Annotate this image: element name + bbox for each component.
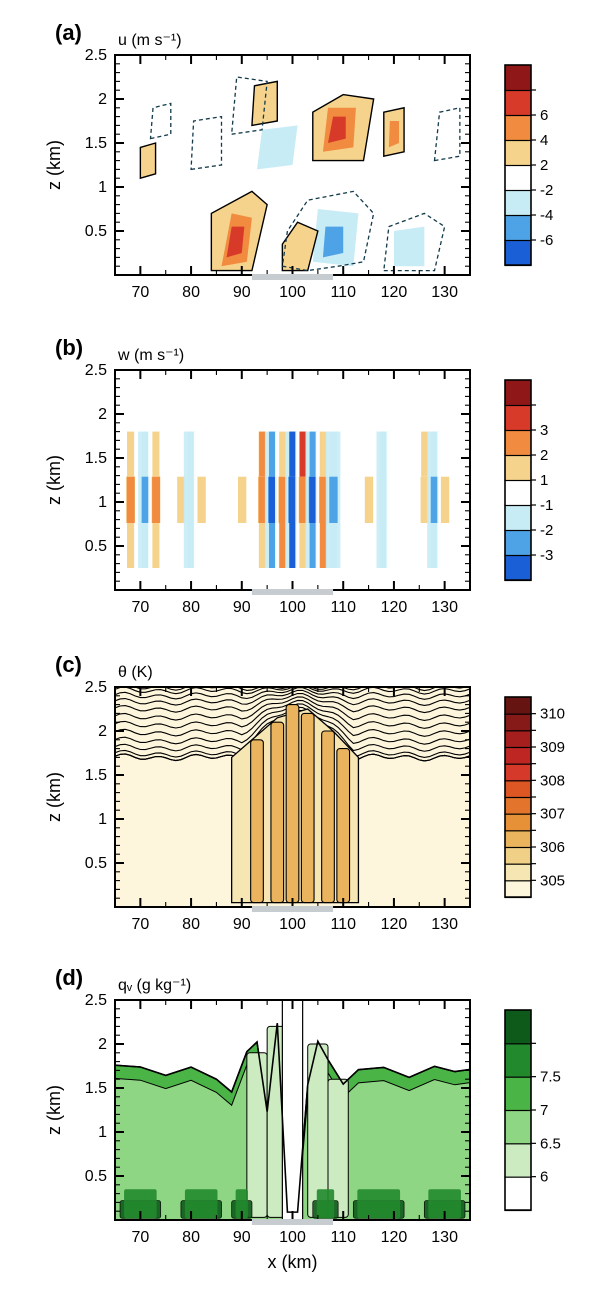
- svg-text:130: 130: [431, 284, 458, 301]
- svg-text:1.5: 1.5: [85, 450, 107, 467]
- svg-text:1: 1: [98, 1124, 107, 1141]
- svg-text:80: 80: [182, 916, 200, 933]
- svg-text:80: 80: [182, 284, 200, 301]
- svg-text:1: 1: [98, 494, 107, 511]
- figure-svg: (a) u (m s⁻¹) 70 80 90 100 110 120 130 0.5 1 1.5 2 2.…: [0, 0, 600, 1308]
- svg-text:120: 120: [381, 1229, 408, 1246]
- svg-text:z (km): z (km): [44, 1085, 64, 1135]
- svg-text:307: 307: [540, 806, 565, 823]
- svg-text:110: 110: [330, 1229, 356, 1246]
- svg-text:-6: -6: [540, 232, 553, 249]
- svg-text:100: 100: [279, 916, 306, 933]
- svg-text:2: 2: [540, 447, 548, 464]
- svg-text:306: 306: [540, 839, 565, 856]
- svg-text:w (m s⁻¹): w (m s⁻¹): [117, 347, 184, 364]
- svg-text:θ (K): θ (K): [118, 664, 153, 681]
- svg-text:7: 7: [540, 1102, 548, 1119]
- svg-text:6: 6: [540, 1169, 548, 1186]
- svg-text:2.5: 2.5: [85, 362, 107, 379]
- svg-text:2.5: 2.5: [85, 47, 107, 64]
- svg-text:z (km): z (km): [44, 772, 64, 822]
- svg-text:130: 130: [431, 1229, 458, 1246]
- svg-text:1: 1: [540, 472, 548, 489]
- svg-text:(c): (c): [55, 652, 82, 677]
- svg-text:2.5: 2.5: [85, 992, 107, 1009]
- svg-text:100: 100: [279, 284, 306, 301]
- svg-text:130: 130: [431, 916, 458, 933]
- svg-text:x (km): x (km): [268, 1252, 318, 1272]
- svg-text:4: 4: [540, 132, 548, 149]
- svg-text:0.5: 0.5: [85, 223, 107, 240]
- svg-text:2: 2: [98, 91, 107, 108]
- svg-text:1.5: 1.5: [85, 135, 107, 152]
- svg-text:2: 2: [540, 157, 548, 174]
- svg-text:2.5: 2.5: [85, 679, 107, 696]
- svg-text:70: 70: [131, 599, 149, 616]
- svg-text:6: 6: [540, 107, 548, 124]
- svg-text:qᵥ (g kg⁻¹): qᵥ (g kg⁻¹): [118, 977, 191, 994]
- svg-text:110: 110: [330, 916, 356, 933]
- svg-text:-2: -2: [540, 522, 553, 539]
- svg-text:1: 1: [98, 179, 107, 196]
- svg-text:-3: -3: [540, 547, 553, 564]
- svg-text:90: 90: [233, 599, 251, 616]
- svg-text:0.5: 0.5: [85, 855, 107, 872]
- svg-text:90: 90: [233, 284, 251, 301]
- svg-text:0.5: 0.5: [85, 1168, 107, 1185]
- svg-text:1.5: 1.5: [85, 767, 107, 784]
- svg-text:1: 1: [98, 811, 107, 828]
- svg-text:-2: -2: [540, 182, 553, 199]
- svg-text:1.5: 1.5: [85, 1080, 107, 1097]
- svg-text:100: 100: [279, 1229, 306, 1246]
- svg-text:3: 3: [540, 422, 548, 439]
- svg-text:110: 110: [330, 599, 356, 616]
- svg-text:u (m s⁻¹): u (m s⁻¹): [118, 32, 182, 49]
- svg-text:100: 100: [279, 599, 306, 616]
- svg-text:70: 70: [131, 916, 149, 933]
- svg-text:80: 80: [182, 1229, 200, 1246]
- svg-text:120: 120: [381, 599, 408, 616]
- figure-root: (a) u (m s⁻¹) 70 80 90 100 110 120 130 0.5 1 1.5 2 2.…: [0, 0, 600, 1308]
- svg-text:310: 310: [540, 706, 565, 723]
- svg-text:7.5: 7.5: [540, 1069, 561, 1086]
- svg-text:90: 90: [233, 916, 251, 933]
- svg-text:(a): (a): [55, 20, 82, 45]
- svg-text:0.5: 0.5: [85, 538, 107, 555]
- svg-text:80: 80: [182, 599, 200, 616]
- svg-text:2: 2: [98, 1036, 107, 1053]
- svg-text:70: 70: [131, 1229, 149, 1246]
- svg-text:120: 120: [381, 284, 408, 301]
- svg-text:2: 2: [98, 406, 107, 423]
- svg-text:6.5: 6.5: [540, 1135, 561, 1152]
- svg-text:-4: -4: [540, 207, 553, 224]
- svg-text:120: 120: [381, 916, 408, 933]
- svg-text:(d): (d): [55, 965, 83, 990]
- svg-text:309: 309: [540, 739, 565, 756]
- svg-text:90: 90: [233, 1229, 251, 1246]
- svg-text:2: 2: [98, 723, 107, 740]
- svg-text:z (km): z (km): [44, 455, 64, 505]
- svg-text:-1: -1: [540, 497, 553, 514]
- svg-text:(b): (b): [55, 335, 83, 360]
- svg-text:130: 130: [431, 599, 458, 616]
- svg-text:305: 305: [540, 872, 565, 889]
- svg-text:308: 308: [540, 772, 565, 789]
- svg-text:z (km): z (km): [44, 140, 64, 190]
- svg-text:70: 70: [131, 284, 149, 301]
- svg-text:110: 110: [330, 284, 356, 301]
